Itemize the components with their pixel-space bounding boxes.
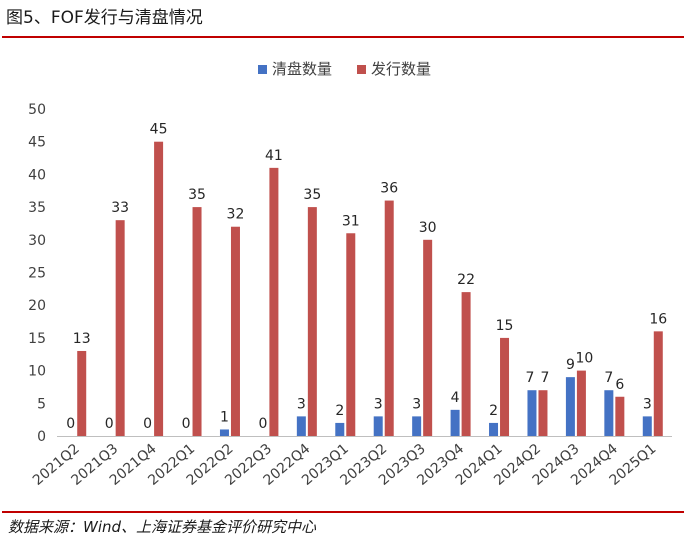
data-label: 0 [105, 416, 114, 432]
figure-title: 图5、FOF发行与清盘情况 [6, 8, 203, 28]
bar [642, 416, 652, 436]
bar [346, 233, 356, 436]
x-axis: 2021Q22021Q32021Q42022Q12022Q22022Q32022… [30, 436, 672, 489]
bar [77, 350, 87, 436]
y-tick-label: 40 [28, 167, 46, 183]
source-note: 数据来源：Wind、上海证券基金评价研究中心 [8, 518, 317, 536]
source-rule [2, 511, 684, 513]
data-label: 30 [419, 220, 437, 236]
bar [115, 220, 125, 436]
bar [527, 390, 537, 436]
data-label: 31 [342, 213, 360, 229]
data-label: 33 [111, 200, 129, 216]
bar [538, 390, 548, 436]
legend-swatch [258, 65, 267, 74]
bar-marks [77, 141, 663, 437]
bar [296, 416, 306, 436]
y-tick-label: 20 [28, 298, 46, 314]
data-label: 0 [182, 416, 191, 432]
bar [335, 422, 345, 436]
data-label: 10 [575, 351, 593, 367]
y-tick-label: 10 [28, 364, 46, 380]
data-label: 9 [566, 357, 575, 373]
bar [373, 416, 383, 436]
title-rule [2, 36, 684, 38]
y-axis: 0 5 10 15 20 25 30 35 40 45 50 [28, 102, 46, 445]
bar [565, 377, 575, 436]
bar [604, 390, 614, 436]
data-label: 2 [489, 403, 498, 419]
data-label: 16 [649, 311, 667, 327]
bar [576, 370, 586, 436]
y-tick-label: 0 [37, 429, 46, 445]
legend-swatch [357, 65, 366, 74]
data-label: 0 [258, 416, 267, 432]
data-label: 3 [374, 396, 383, 412]
bar [450, 409, 460, 436]
y-tick-label: 35 [28, 200, 46, 216]
data-label: 0 [143, 416, 152, 432]
data-label: 35 [188, 187, 206, 203]
data-label: 15 [496, 318, 514, 334]
data-label: 7 [541, 370, 550, 386]
bar [230, 226, 240, 436]
data-label: 36 [380, 181, 398, 197]
data-label: 0 [66, 416, 75, 432]
data-label: 4 [451, 390, 460, 406]
data-label: 32 [227, 207, 245, 223]
bar [500, 337, 510, 436]
bar [423, 239, 433, 436]
bar [461, 292, 471, 436]
data-label: 2 [335, 403, 344, 419]
y-tick-label: 50 [28, 102, 46, 118]
y-tick-label: 25 [28, 266, 46, 282]
data-label: 13 [73, 331, 91, 347]
bar [154, 141, 164, 436]
y-tick-label: 45 [28, 135, 46, 151]
bar [384, 200, 394, 436]
data-label: 7 [526, 370, 535, 386]
y-tick-label: 5 [37, 396, 46, 412]
bar [615, 396, 625, 436]
y-tick-label: 15 [28, 331, 46, 347]
data-label: 22 [457, 272, 475, 288]
chart-legend: 清盘数量 发行数量 [258, 60, 431, 78]
legend-label: 发行数量 [371, 60, 431, 78]
bar [269, 167, 279, 437]
bar [192, 207, 202, 436]
data-label: 7 [604, 370, 613, 386]
bar [489, 422, 499, 436]
data-label: 3 [412, 396, 421, 412]
y-tick-label: 30 [28, 233, 46, 249]
data-label: 45 [150, 122, 168, 138]
data-label: 6 [615, 377, 624, 393]
legend-label: 清盘数量 [272, 60, 332, 78]
bar [219, 429, 229, 436]
data-label: 1 [220, 409, 229, 425]
data-label: 35 [303, 187, 321, 203]
data-label: 3 [643, 396, 652, 412]
data-label: 41 [265, 148, 283, 164]
bar [307, 207, 317, 436]
bar [412, 416, 422, 436]
bar [653, 331, 663, 436]
data-label: 3 [297, 396, 306, 412]
